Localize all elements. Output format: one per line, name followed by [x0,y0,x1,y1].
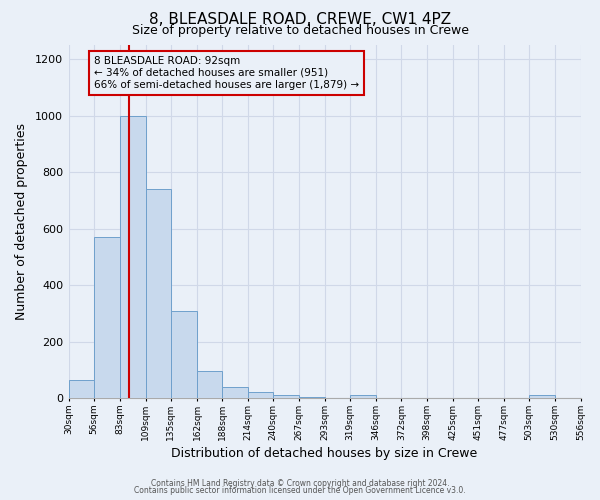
Bar [248,392,273,398]
Bar [273,394,299,398]
Bar [120,116,146,398]
Text: 8 BLEASDALE ROAD: 92sqm
← 34% of detached houses are smaller (951)
66% of semi-d: 8 BLEASDALE ROAD: 92sqm ← 34% of detache… [94,56,359,90]
X-axis label: Distribution of detached houses by size in Crewe: Distribution of detached houses by size … [172,447,478,460]
Y-axis label: Number of detached properties: Number of detached properties [15,123,28,320]
Text: Size of property relative to detached houses in Crewe: Size of property relative to detached ho… [131,24,469,37]
Bar [299,396,325,398]
Bar [94,237,120,398]
Bar [223,387,248,398]
Text: Contains public sector information licensed under the Open Government Licence v3: Contains public sector information licen… [134,486,466,495]
Bar [197,372,223,398]
Text: Contains HM Land Registry data © Crown copyright and database right 2024.: Contains HM Land Registry data © Crown c… [151,478,449,488]
Text: 8, BLEASDALE ROAD, CREWE, CW1 4PZ: 8, BLEASDALE ROAD, CREWE, CW1 4PZ [149,12,451,26]
Bar [529,396,555,398]
Bar [171,310,197,398]
Bar [68,380,94,398]
Bar [146,189,171,398]
Bar [350,396,376,398]
